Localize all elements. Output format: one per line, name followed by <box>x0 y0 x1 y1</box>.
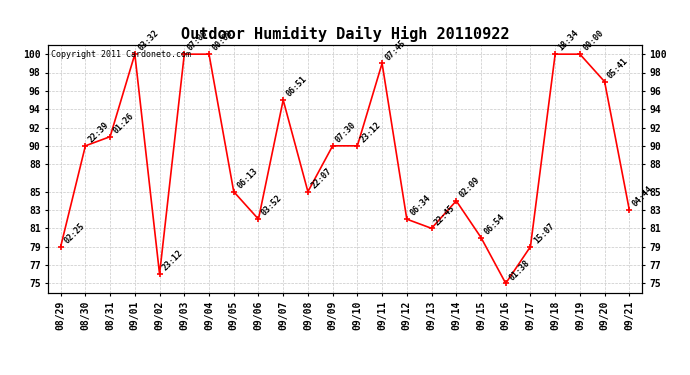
Text: 04:44: 04:44 <box>631 184 655 209</box>
Text: 22:39: 22:39 <box>87 120 111 144</box>
Text: 00:00: 00:00 <box>581 29 605 53</box>
Text: 22:07: 22:07 <box>309 166 333 190</box>
Text: 01:26: 01:26 <box>112 111 135 135</box>
Text: 06:54: 06:54 <box>482 212 506 236</box>
Text: 06:51: 06:51 <box>284 75 308 99</box>
Text: 18:34: 18:34 <box>557 29 580 53</box>
Text: Copyright 2011 Cardoneto.com: Copyright 2011 Cardoneto.com <box>51 50 191 59</box>
Text: 05:41: 05:41 <box>606 56 630 80</box>
Text: 23:12: 23:12 <box>161 249 185 273</box>
Text: 15:07: 15:07 <box>532 221 556 245</box>
Text: 07:30: 07:30 <box>334 120 358 144</box>
Text: 06:13: 06:13 <box>235 166 259 190</box>
Text: 23:12: 23:12 <box>359 120 383 144</box>
Text: 07:00: 07:00 <box>186 29 210 53</box>
Text: 03:52: 03:52 <box>260 194 284 218</box>
Text: 03:32: 03:32 <box>136 29 160 53</box>
Title: Outdoor Humidity Daily High 20110922: Outdoor Humidity Daily High 20110922 <box>181 27 509 42</box>
Text: 00:00: 00:00 <box>210 29 235 53</box>
Text: 06:34: 06:34 <box>408 194 432 218</box>
Text: 07:45: 07:45 <box>384 38 408 62</box>
Text: 02:25: 02:25 <box>62 221 86 245</box>
Text: 01:38: 01:38 <box>507 258 531 282</box>
Text: 22:45: 22:45 <box>433 203 457 227</box>
Text: 02:09: 02:09 <box>457 176 482 200</box>
